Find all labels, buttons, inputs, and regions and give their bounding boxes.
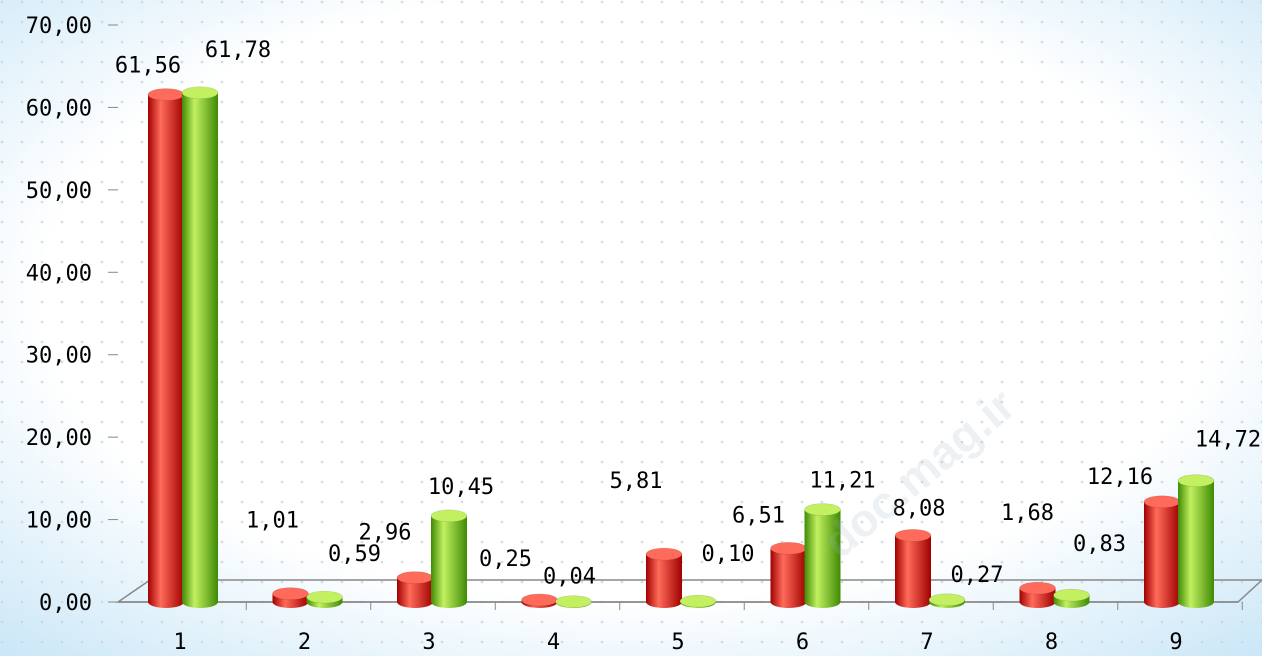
- bar-body: [895, 535, 931, 602]
- bar-bottom-cap: [1178, 596, 1214, 608]
- x-tick-label: 6: [796, 630, 809, 655]
- bar-top-cap: [307, 591, 343, 603]
- bar-red-4: [522, 594, 558, 608]
- y-tick-label: 10,00: [26, 509, 92, 534]
- data-label-green-9: 14,72: [1195, 428, 1261, 453]
- bar-body: [1178, 481, 1214, 602]
- data-label-green-1: 61,78: [205, 38, 271, 63]
- data-label-red-5: 5,81: [610, 469, 663, 494]
- bar-top-cap: [522, 594, 558, 606]
- data-label-red-8: 1,68: [1001, 501, 1054, 526]
- bar-bottom-cap: [895, 596, 931, 608]
- data-label-green-8: 0,83: [1073, 532, 1126, 557]
- bar-top-cap: [556, 596, 592, 608]
- y-tick-label: 70,00: [26, 14, 92, 39]
- bar-red-8: [1020, 582, 1056, 608]
- bar-bottom-cap: [431, 596, 467, 608]
- bar-body: [182, 93, 218, 602]
- bar-red-7: [895, 529, 931, 608]
- data-label-red-1: 61,56: [115, 54, 181, 79]
- data-label-red-9: 12,16: [1087, 465, 1153, 490]
- data-label-green-3: 10,45: [428, 475, 494, 500]
- y-tick-label: 0,00: [39, 591, 92, 616]
- x-tick-label: 9: [1169, 630, 1182, 655]
- bar-green-2: [307, 591, 343, 608]
- bar-top-cap: [1020, 582, 1056, 594]
- bar-top-cap: [1144, 496, 1180, 508]
- bar-top-cap: [148, 89, 184, 101]
- bar-top-cap: [929, 594, 965, 606]
- x-tick-label: 2: [298, 630, 311, 655]
- bar-red-6: [771, 542, 807, 608]
- bar-green-7: [929, 594, 965, 608]
- bar-red-9: [1144, 496, 1180, 608]
- bar-body: [646, 554, 682, 602]
- bar-bottom-cap: [1020, 596, 1056, 608]
- bar-body: [771, 548, 807, 602]
- bar-top-cap: [273, 588, 309, 600]
- x-tick-label: 8: [1045, 630, 1058, 655]
- data-label-green-4: 0,04: [543, 565, 596, 590]
- data-label-red-6: 6,51: [732, 503, 785, 528]
- bar-bottom-cap: [182, 596, 218, 608]
- bar-top-cap: [895, 529, 931, 541]
- bar-body: [1144, 502, 1180, 602]
- bar-bottom-cap: [646, 596, 682, 608]
- bar-bottom-cap: [1144, 596, 1180, 608]
- x-tick-label: 4: [547, 630, 560, 655]
- bar-top-cap: [182, 87, 218, 99]
- y-tick-label: 20,00: [26, 426, 92, 451]
- data-label-red-4: 0,25: [479, 547, 532, 572]
- data-label-green-5: 0,10: [702, 542, 755, 567]
- data-label-green-2: 0,59: [328, 542, 381, 567]
- bar-body: [148, 95, 184, 602]
- data-label-red-2: 1,01: [246, 509, 299, 534]
- x-tick-label: 7: [920, 630, 933, 655]
- y-tick-label: 40,00: [26, 261, 92, 286]
- bar-top-cap: [771, 542, 807, 554]
- y-tick-label: 30,00: [26, 344, 92, 369]
- bar-bottom-cap: [397, 596, 433, 608]
- bar-top-cap: [1054, 589, 1090, 601]
- x-tick-label: 1: [173, 630, 186, 655]
- data-label-red-3: 2,96: [359, 521, 412, 546]
- bar-top-cap: [680, 595, 716, 607]
- bar-green-4: [556, 596, 592, 608]
- bar-green-3: [431, 510, 467, 608]
- bar-red-1: [148, 89, 184, 608]
- bar-green-5: [680, 595, 716, 608]
- data-label-green-7: 0,27: [951, 563, 1004, 588]
- bar-bottom-cap: [148, 596, 184, 608]
- bar-top-cap: [431, 510, 467, 522]
- bar-top-cap: [397, 572, 433, 584]
- bar-red-2: [273, 588, 309, 608]
- bar-red-3: [397, 572, 433, 608]
- x-tick-label: 5: [671, 630, 684, 655]
- bar-bottom-cap: [771, 596, 807, 608]
- bar-green-1: [182, 87, 218, 608]
- y-tick-label: 50,00: [26, 179, 92, 204]
- bar-green-8: [1054, 589, 1090, 608]
- y-tick-label: 60,00: [26, 96, 92, 121]
- x-tick-label: 3: [422, 630, 435, 655]
- bar-top-cap: [646, 548, 682, 560]
- bar-body: [431, 516, 467, 602]
- bar-green-9: [1178, 475, 1214, 608]
- bar-red-5: [646, 548, 682, 608]
- bar-top-cap: [1178, 475, 1214, 487]
- bar-bottom-cap: [805, 596, 841, 608]
